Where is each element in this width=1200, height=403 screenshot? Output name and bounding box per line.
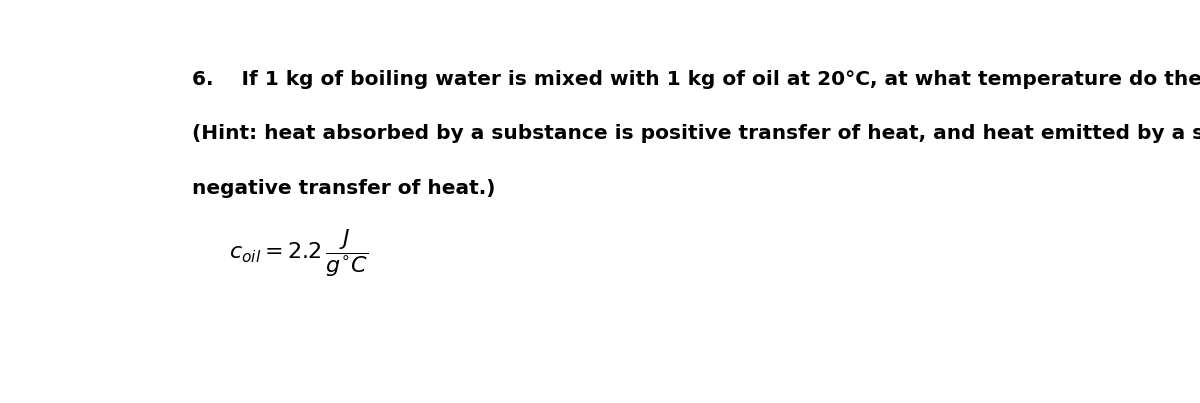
Text: (Hint: heat absorbed by a substance is positive transfer of heat, and heat emitt: (Hint: heat absorbed by a substance is p… [192,125,1200,143]
Text: 6.    If 1 kg of boiling water is mixed with 1 kg of oil at 20°C, at what temper: 6. If 1 kg of boiling water is mixed wit… [192,70,1200,89]
Text: negative transfer of heat.): negative transfer of heat.) [192,179,496,198]
Text: $\mathit{c}_{\mathit{oil}} = 2.2\,\dfrac{\mathit{J}}{\mathit{g}^{\circ}\mathit{C: $\mathit{c}_{\mathit{oil}} = 2.2\,\dfrac… [229,229,368,279]
